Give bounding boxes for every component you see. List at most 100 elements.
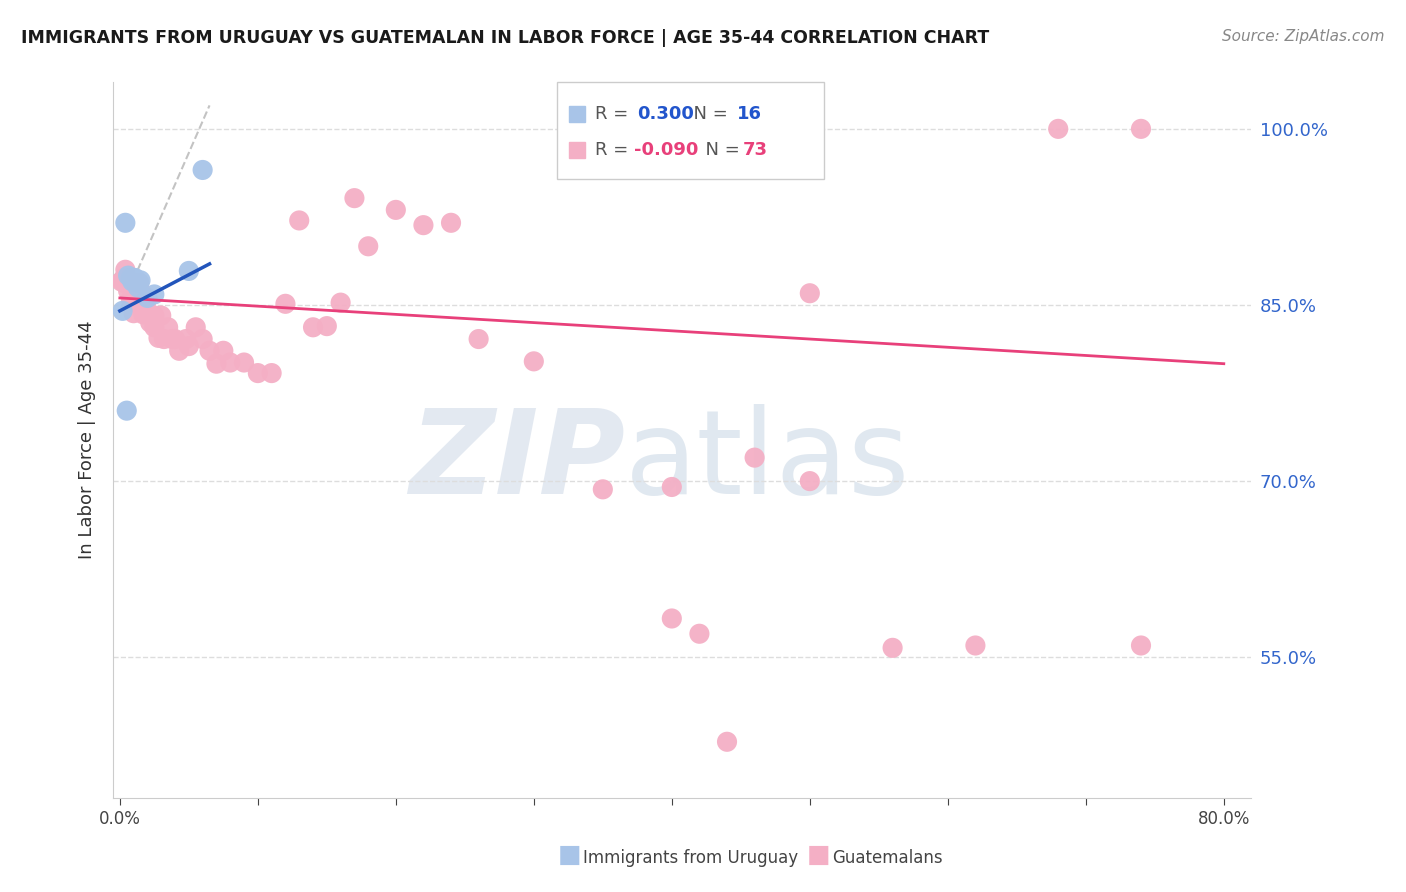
Point	[233, 355, 256, 369]
Point	[205, 357, 228, 371]
Point	[260, 366, 283, 380]
Point	[124, 288, 146, 302]
FancyBboxPatch shape	[557, 82, 824, 178]
Point	[143, 287, 166, 301]
Text: Source: ZipAtlas.com: Source: ZipAtlas.com	[1222, 29, 1385, 44]
Point	[129, 273, 152, 287]
Point	[329, 295, 352, 310]
Point	[112, 276, 135, 290]
Point	[139, 316, 162, 330]
Point	[315, 319, 337, 334]
Point	[121, 284, 143, 298]
Point	[124, 271, 146, 285]
Point	[143, 320, 166, 334]
Point	[302, 320, 325, 334]
Text: 0.300: 0.300	[637, 105, 693, 123]
Point	[125, 284, 148, 298]
Text: N =: N =	[693, 141, 745, 159]
Point	[132, 307, 155, 321]
Point	[125, 276, 148, 290]
Point	[799, 286, 821, 301]
Point	[1047, 121, 1070, 136]
Text: atlas: atlas	[626, 404, 911, 519]
Text: Guatemalans: Guatemalans	[832, 849, 943, 867]
Point	[111, 273, 134, 287]
Point	[163, 332, 186, 346]
Point	[128, 276, 150, 290]
Point	[412, 218, 434, 232]
Point	[153, 332, 176, 346]
Point	[882, 640, 904, 655]
Point	[120, 277, 142, 291]
Point	[288, 213, 311, 227]
Y-axis label: In Labor Force | Age 35-44: In Labor Force | Age 35-44	[79, 321, 96, 559]
Point	[143, 309, 166, 323]
Point	[111, 303, 134, 318]
Point	[246, 366, 269, 380]
Text: R =: R =	[595, 105, 634, 123]
Point	[115, 277, 138, 291]
Point	[661, 611, 683, 625]
Point	[343, 191, 366, 205]
Point	[125, 295, 148, 310]
Point	[184, 320, 207, 334]
Text: -0.090: -0.090	[634, 141, 699, 159]
Point	[135, 295, 157, 310]
Text: 16: 16	[737, 105, 762, 123]
Text: 73: 73	[742, 141, 768, 159]
Point	[115, 272, 138, 286]
Point	[212, 343, 235, 358]
Point	[965, 639, 987, 653]
Point	[134, 306, 156, 320]
Point	[115, 403, 138, 417]
Point	[1130, 121, 1153, 136]
Point	[523, 354, 546, 368]
Point	[136, 291, 159, 305]
Point	[357, 239, 380, 253]
Point	[177, 264, 200, 278]
Text: Immigrants from Uruguay: Immigrants from Uruguay	[583, 849, 799, 867]
Point	[274, 297, 297, 311]
Point	[121, 275, 143, 289]
Point	[198, 343, 221, 358]
Text: N =: N =	[682, 105, 734, 123]
Text: ■: ■	[558, 843, 581, 867]
Point	[716, 735, 738, 749]
Point	[127, 280, 149, 294]
Point	[131, 286, 153, 301]
Text: ZIP: ZIP	[409, 404, 626, 519]
Point	[148, 331, 170, 345]
Point	[114, 216, 136, 230]
Point	[122, 285, 145, 299]
Text: IMMIGRANTS FROM URUGUAY VS GUATEMALAN IN LABOR FORCE | AGE 35-44 CORRELATION CHA: IMMIGRANTS FROM URUGUAY VS GUATEMALAN IN…	[21, 29, 990, 46]
Point	[191, 332, 214, 346]
Point	[744, 450, 766, 465]
Point	[661, 480, 683, 494]
Point	[118, 273, 141, 287]
Point	[114, 262, 136, 277]
Point	[592, 483, 614, 497]
Point	[162, 332, 184, 346]
Point	[136, 306, 159, 320]
Point	[157, 320, 180, 334]
Point	[167, 343, 190, 358]
Point	[191, 163, 214, 178]
Point	[122, 271, 145, 285]
Point	[174, 332, 197, 346]
Point	[122, 306, 145, 320]
Point	[799, 474, 821, 488]
Point	[128, 276, 150, 290]
Point	[688, 626, 710, 640]
Point	[120, 271, 142, 285]
Point	[118, 278, 141, 293]
Point	[127, 291, 149, 305]
Point	[110, 275, 132, 289]
Point	[121, 292, 143, 306]
Point	[117, 268, 139, 283]
Point	[117, 284, 139, 298]
Point	[219, 355, 242, 369]
Point	[112, 271, 135, 285]
Point	[440, 216, 463, 230]
Point	[120, 292, 142, 306]
Text: R =: R =	[595, 141, 634, 159]
